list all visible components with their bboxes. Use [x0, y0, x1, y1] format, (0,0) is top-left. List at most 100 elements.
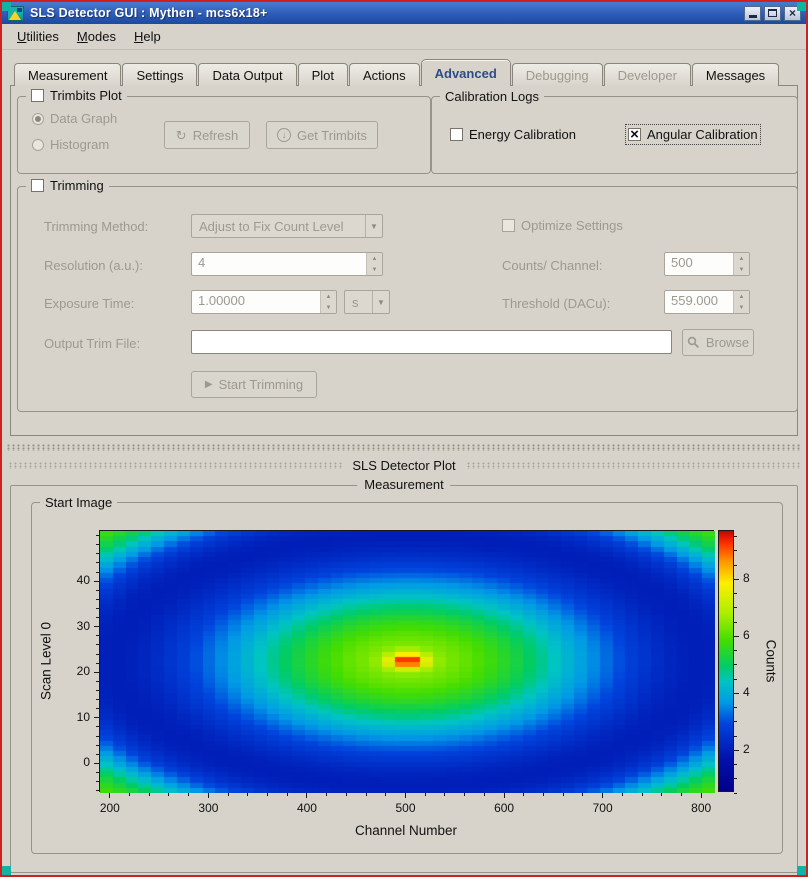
- angular-calibration-checkbox[interactable]: [628, 128, 641, 141]
- histogram-radio-row: Histogram: [32, 137, 109, 152]
- advanced-tab-panel: Trimbits Plot Data Graph Histogram ↻ Ref…: [10, 85, 798, 436]
- trimbits-plot-group: Trimbits Plot Data Graph Histogram ↻ Ref…: [17, 88, 431, 174]
- tab-data-output[interactable]: Data Output: [198, 63, 297, 86]
- y-major-tick: [94, 580, 100, 582]
- exposure-time-label: Exposure Time:: [44, 296, 135, 311]
- data-graph-radio-row: Data Graph: [32, 111, 117, 126]
- trimbits-plot-legend: Trimbits Plot: [26, 88, 127, 103]
- energy-calibration-row: Energy Calibration: [450, 127, 576, 142]
- resolution-value[interactable]: 4: [198, 255, 206, 270]
- calibration-logs-title: Calibration Logs: [445, 89, 539, 104]
- tab-measurement[interactable]: Measurement: [14, 63, 122, 86]
- close-button[interactable]: ×: [784, 5, 801, 21]
- spin-down-icon[interactable]: ▼: [738, 266, 745, 273]
- x-minor-tick: [483, 793, 485, 796]
- colorbar-major-tick: [734, 692, 739, 694]
- y-minor-tick: [96, 662, 100, 664]
- plot-dock-titlebar[interactable]: SLS Detector Plot: [8, 455, 801, 475]
- data-graph-radio[interactable]: [32, 112, 44, 125]
- minimize-button[interactable]: [744, 5, 761, 21]
- y-minor-tick: [96, 708, 100, 710]
- spin-down-icon[interactable]: ▼: [371, 266, 378, 273]
- x-minor-tick: [424, 793, 426, 796]
- start-trimming-button: ▶ Start Trimming: [191, 371, 317, 398]
- title-bar[interactable]: SLS Detector GUI : Mythen - mcs6x18+ ×: [2, 2, 806, 24]
- menu-utilities[interactable]: Utilities: [17, 29, 59, 44]
- close-icon: ×: [788, 6, 796, 20]
- histogram-radio[interactable]: [32, 138, 44, 151]
- download-icon: ↓: [276, 128, 291, 142]
- exposure-time-value[interactable]: 1.00000: [198, 293, 245, 308]
- colorbar-minor-tick: [734, 764, 737, 766]
- spin-up-icon[interactable]: ▲: [738, 293, 745, 300]
- x-minor-tick: [621, 793, 623, 796]
- y-minor-tick: [96, 598, 100, 600]
- trimming-method-value: Adjust to Fix Count Level: [199, 218, 344, 234]
- trimming-method-combo: Adjust to Fix Count Level ▼: [191, 214, 383, 238]
- tab-messages[interactable]: Messages: [691, 63, 780, 86]
- tab-plot[interactable]: Plot: [297, 63, 348, 86]
- counts-channel-value[interactable]: 500: [671, 255, 693, 270]
- x-major-tick: [306, 793, 308, 798]
- spin-up-icon[interactable]: ▲: [325, 293, 332, 300]
- optimize-settings-checkbox[interactable]: [502, 219, 515, 232]
- spin-down-icon[interactable]: ▼: [738, 304, 745, 311]
- x-tick-label: 400: [296, 801, 317, 815]
- energy-calibration-checkbox[interactable]: [450, 128, 463, 141]
- x-minor-tick: [562, 793, 564, 796]
- app-icon: [7, 5, 24, 21]
- spin-up-icon[interactable]: ▲: [371, 255, 378, 262]
- angular-calibration-label: Angular Calibration: [647, 127, 758, 142]
- trimming-checkbox[interactable]: [31, 179, 44, 192]
- start-image-group: Start Image Scan Level 0 Channel Number …: [31, 495, 783, 854]
- splitter-handle[interactable]: [6, 444, 802, 451]
- dock-handle-dots: [465, 461, 801, 469]
- spin-up-icon[interactable]: ▲: [738, 255, 745, 262]
- tab-settings[interactable]: Settings: [122, 63, 198, 86]
- play-icon: ▶: [204, 379, 213, 390]
- resize-corner-icon[interactable]: [2, 866, 11, 875]
- x-minor-tick: [523, 793, 525, 796]
- colorbar-minor-tick: [734, 778, 737, 780]
- tab-actions[interactable]: Actions: [348, 63, 420, 86]
- spin-down-icon[interactable]: ▼: [325, 304, 332, 311]
- menu-modes[interactable]: Modes: [76, 29, 116, 44]
- resize-corner-icon[interactable]: [797, 2, 806, 11]
- output-trim-file-input[interactable]: [191, 330, 672, 354]
- maximize-button[interactable]: [764, 5, 781, 21]
- exposure-unit-value: s: [352, 294, 359, 310]
- x-minor-tick: [385, 793, 387, 796]
- tab-developer: Developer: [603, 63, 691, 86]
- y-minor-tick: [96, 644, 100, 646]
- tab-advanced[interactable]: Advanced: [420, 59, 511, 86]
- x-minor-tick: [148, 793, 150, 796]
- chevron-down-icon: ▼: [365, 215, 382, 237]
- y-minor-tick: [96, 544, 100, 546]
- colorbar-minor-tick: [734, 678, 737, 680]
- colorbar-minor-tick: [734, 550, 737, 552]
- threshold-value[interactable]: 559.000: [671, 293, 718, 308]
- measurement-frame: Measurement Start Image Scan Level 0 Cha…: [10, 477, 798, 873]
- colorbar-minor-tick: [734, 707, 737, 709]
- y-minor-tick: [96, 617, 100, 619]
- resize-corner-icon[interactable]: [2, 2, 11, 11]
- colorbar-minor-tick: [734, 564, 737, 566]
- colorbar-minor-tick: [734, 735, 737, 737]
- menu-help[interactable]: Help: [133, 29, 161, 44]
- x-minor-tick: [326, 793, 328, 796]
- get-trimbits-label: Get Trimbits: [296, 127, 368, 143]
- x-minor-tick: [129, 793, 131, 796]
- x-minor-tick: [188, 793, 190, 796]
- plot-area[interactable]: 200 300 400 500 600 700 800 0 10 20 30 40: [77, 530, 715, 815]
- y-minor-tick: [96, 735, 100, 737]
- counts-channel-spinbox: 500 ▲ ▼: [664, 252, 750, 276]
- resize-corner-icon[interactable]: [797, 866, 806, 875]
- tab-strip: Measurement Settings Data Output Plot Ac…: [10, 58, 798, 86]
- x-tick-label: 500: [395, 801, 416, 815]
- x-minor-tick: [641, 793, 643, 796]
- x-minor-tick: [267, 793, 269, 796]
- heatmap-canvas[interactable]: [100, 531, 715, 793]
- x-major-tick: [700, 793, 702, 798]
- trimbits-plot-checkbox[interactable]: [31, 89, 44, 102]
- calibration-logs-legend: Calibration Logs: [440, 89, 544, 104]
